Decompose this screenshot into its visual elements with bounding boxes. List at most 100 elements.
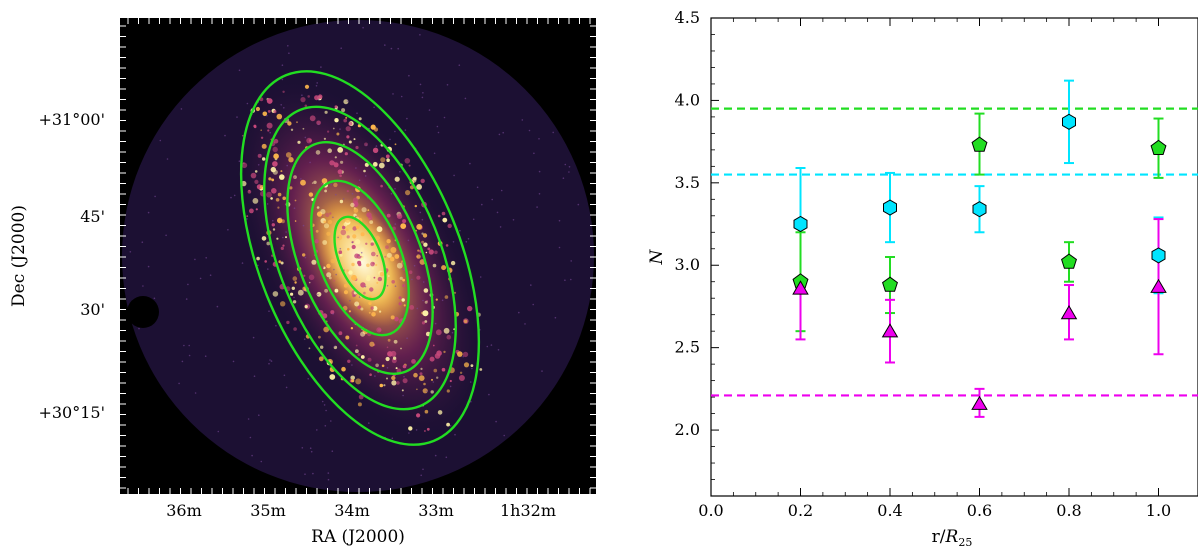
background-speck (394, 187, 396, 190)
background-speck (541, 370, 543, 372)
background-speck (373, 106, 375, 109)
star-clump (424, 320, 428, 323)
star-clump (351, 274, 357, 281)
background-speck (532, 303, 534, 306)
background-speck (320, 66, 322, 68)
star-clump (470, 364, 474, 367)
background-speck (330, 183, 333, 186)
background-speck (422, 281, 425, 283)
star-clump (259, 185, 264, 190)
x-tick-label: 1.0 (1146, 501, 1171, 520)
star-clump (360, 331, 366, 337)
star-clump (386, 213, 391, 218)
star-clump (328, 276, 332, 280)
star-clump (294, 199, 297, 202)
star-clump (357, 260, 362, 265)
background-speck (365, 144, 368, 146)
background-speck (476, 186, 479, 189)
background-speck (453, 174, 455, 177)
star-clump (280, 170, 283, 173)
background-speck (187, 283, 189, 286)
background-speck (259, 153, 262, 156)
star-clump (261, 143, 267, 149)
annulus-ellipses (239, 70, 481, 446)
star-clump (416, 184, 422, 190)
star-clump (355, 145, 359, 150)
x-tick-label: 0.8 (1056, 501, 1081, 520)
star-clump (386, 252, 392, 258)
background-speck (246, 218, 248, 220)
background-speck (185, 298, 188, 300)
background-speck (300, 178, 302, 180)
star-clump (246, 215, 249, 218)
star-clump (254, 179, 259, 184)
triangle-marker (971, 395, 988, 410)
star-clump (416, 388, 418, 391)
star-clump (416, 413, 421, 418)
background-speck (275, 324, 277, 327)
star-clump (377, 276, 383, 282)
background-speck (327, 478, 330, 481)
star-clump (292, 300, 297, 304)
star-clump (369, 341, 375, 347)
background-speck (394, 130, 396, 133)
background-speck (403, 375, 405, 378)
star-clump (445, 244, 449, 247)
background-speck (199, 277, 202, 280)
y-axis-label: N (647, 248, 667, 265)
star-clump (334, 156, 337, 159)
background-speck (521, 119, 524, 121)
star-clump (366, 263, 370, 268)
background-speck (252, 336, 255, 339)
star-clump (344, 152, 348, 156)
background-speck (183, 344, 185, 347)
star-clump (340, 229, 347, 236)
star-clump (428, 249, 434, 255)
star-clump (353, 138, 356, 141)
background-speck (180, 108, 183, 110)
star-clump (272, 161, 278, 167)
star-clump (357, 353, 361, 356)
star-clump (322, 313, 328, 319)
star-clump (339, 170, 342, 173)
background-speck (246, 102, 249, 105)
background-speck (304, 256, 307, 259)
hexagon-marker (793, 215, 808, 233)
background-speck (321, 400, 324, 403)
star-clump (368, 215, 373, 221)
star-clump (394, 176, 400, 182)
star-clump (320, 345, 324, 349)
star-clump (256, 256, 260, 261)
star-clump (304, 305, 308, 309)
background-speck (217, 430, 220, 433)
star-clump (346, 269, 349, 272)
star-clump (413, 372, 418, 378)
star-clump (249, 208, 254, 214)
background-speck (498, 133, 501, 136)
star-clump (431, 378, 433, 381)
star-clump (290, 128, 294, 131)
x-tick-label: 0.4 (877, 501, 902, 520)
star-clump (321, 178, 328, 184)
star-clump (385, 154, 390, 159)
background-speck (434, 322, 437, 325)
star-clump (354, 239, 361, 245)
y-tick-label: 4.0 (675, 90, 700, 109)
background-speck (283, 374, 286, 377)
star-clump (400, 347, 402, 350)
star-clump (419, 259, 426, 265)
hexagon-marker (1062, 113, 1076, 130)
star-clump (260, 129, 263, 131)
star-clump (423, 288, 429, 293)
pentagon-marker (1150, 139, 1167, 155)
star-clump (282, 244, 285, 247)
star-clump (385, 356, 390, 362)
star-clump (375, 263, 378, 267)
star-clump (350, 375, 356, 381)
background-speck (322, 266, 324, 269)
background-speck (454, 433, 456, 436)
star-clump (386, 158, 390, 162)
background-speck (524, 323, 526, 325)
star-clump (325, 187, 328, 191)
background-speck (330, 420, 332, 422)
